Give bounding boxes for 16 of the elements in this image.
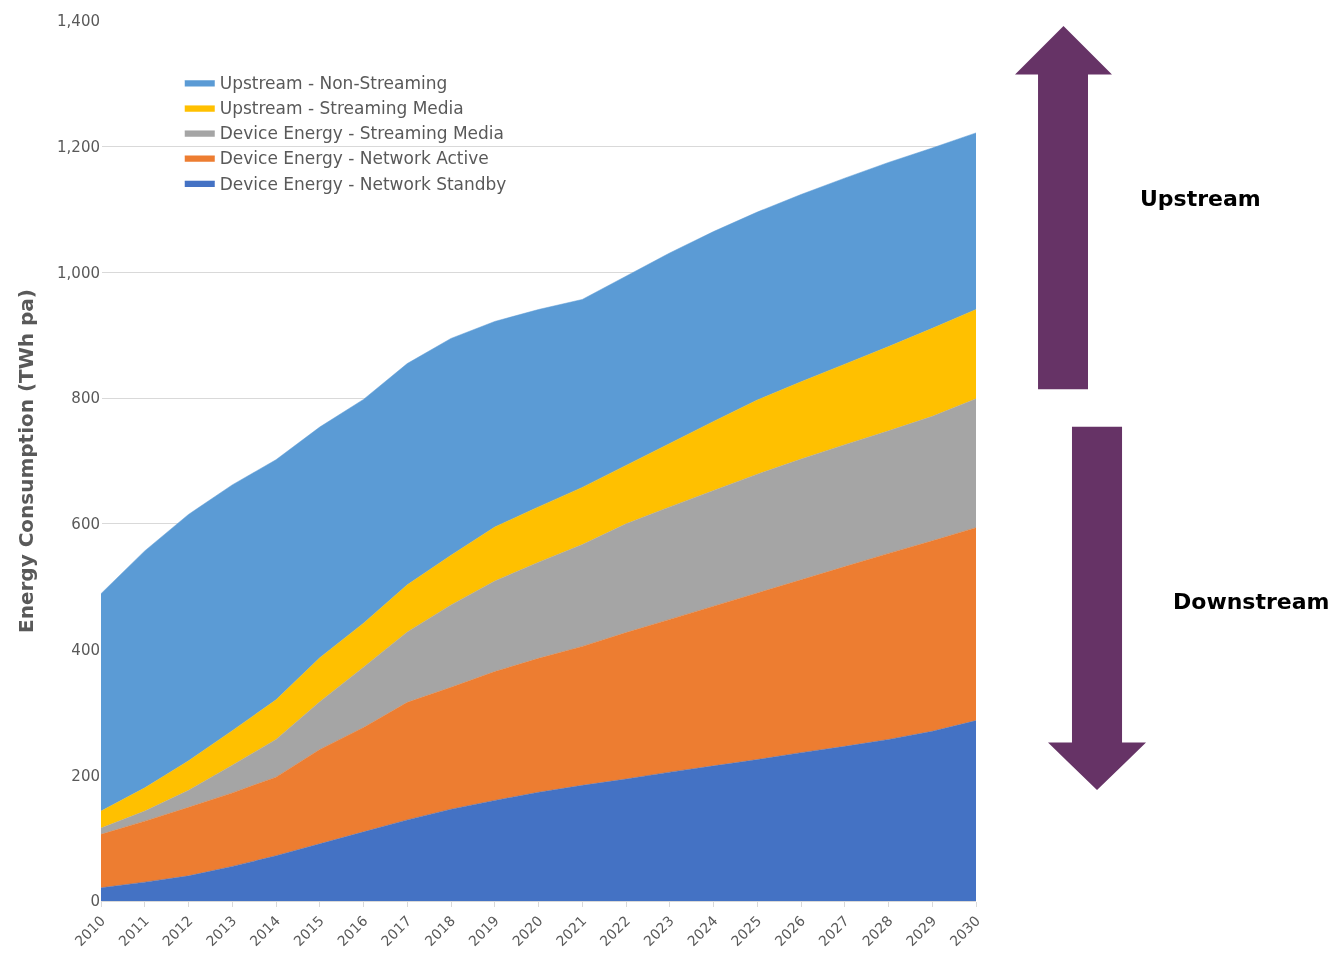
y-tick-label: 1,200 bbox=[57, 137, 100, 156]
y-axis-title: Energy Consumption (TWh pa) bbox=[13, 289, 38, 633]
y-tick-label: 1,400 bbox=[57, 12, 100, 31]
y-tick-label: 600 bbox=[71, 515, 100, 534]
legend-label: Upstream - Streaming Media bbox=[219, 98, 464, 119]
text: Downstream bbox=[1173, 589, 1330, 614]
y-tick-label: 0 bbox=[90, 892, 100, 911]
y-tick-label: 400 bbox=[71, 640, 100, 659]
y-tick-label: 1,000 bbox=[57, 263, 100, 282]
y-tick-label: 800 bbox=[71, 389, 100, 408]
legend-label: Device Energy - Network Active bbox=[219, 148, 489, 169]
y-tick-label: 200 bbox=[71, 766, 100, 785]
legend-label: Upstream - Non-Streaming bbox=[219, 73, 448, 94]
text: Upstream bbox=[1140, 186, 1261, 211]
legend-label: Device Energy - Network Standby bbox=[219, 173, 507, 194]
legend-label: Device Energy - Streaming Media bbox=[219, 123, 505, 144]
